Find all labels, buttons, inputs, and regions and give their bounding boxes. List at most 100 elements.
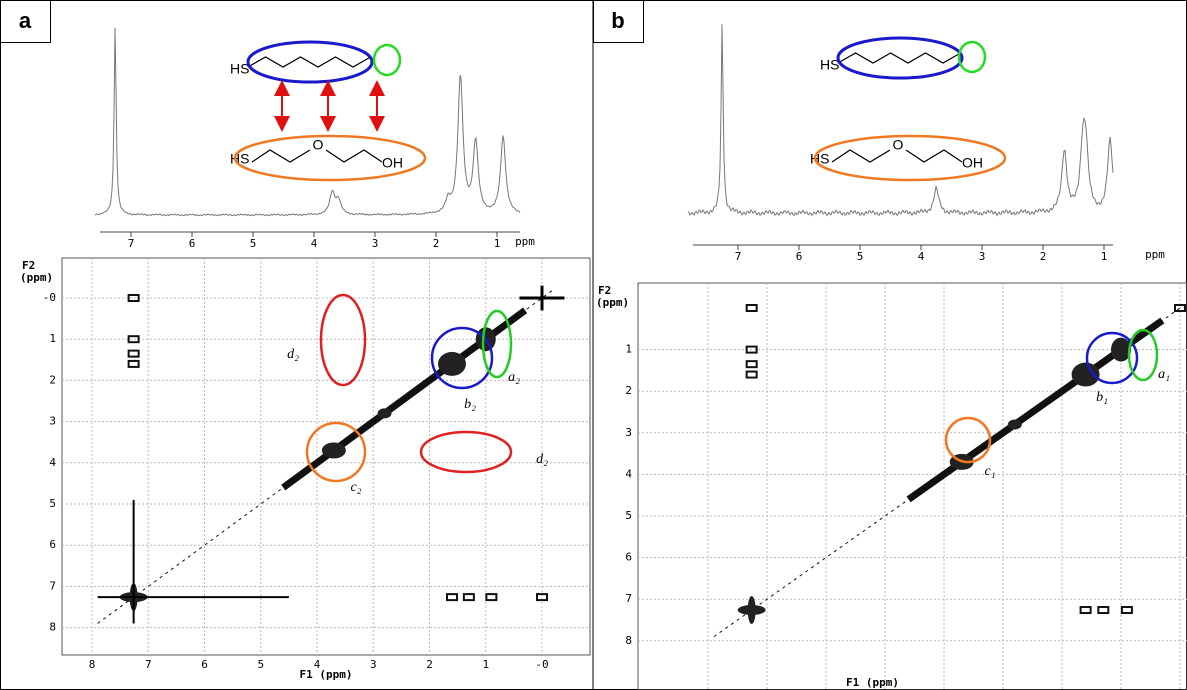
methyl-circle xyxy=(372,43,402,77)
f2-tick-label: 5 xyxy=(49,497,56,510)
annotation: b₁ xyxy=(1096,390,1108,405)
annotation: c₂ xyxy=(350,480,361,495)
highlight xyxy=(1127,328,1159,382)
spectrum-tick-label: 4 xyxy=(918,250,925,263)
chain-ellipse xyxy=(246,40,374,84)
f2-tick-label: 8 xyxy=(49,621,56,634)
spectrum-tick-label: 7 xyxy=(735,250,742,263)
f2-tick-label: 4 xyxy=(49,456,56,469)
f2-title: F2 xyxy=(598,284,611,297)
highlight xyxy=(944,416,992,464)
f2-tick-label: 4 xyxy=(625,467,632,480)
glycol-bonds xyxy=(251,149,383,163)
highlight xyxy=(419,430,513,474)
f2-tick-label: 8 xyxy=(625,634,632,647)
f2-tick-label: 3 xyxy=(625,426,632,439)
glycol-o: O xyxy=(893,137,904,153)
contour xyxy=(1120,606,1133,615)
spectrum-trace xyxy=(94,27,521,217)
annotation: a₁ xyxy=(1158,367,1170,382)
f2-tick-label: 1 xyxy=(625,343,632,356)
contour xyxy=(747,596,756,625)
annotation: b₂ xyxy=(464,397,476,412)
f1-tick-label: 1 xyxy=(482,658,489,671)
spectrum-unit: ppm xyxy=(515,235,535,248)
contour xyxy=(462,593,475,602)
spectrum-tick-label: 5 xyxy=(250,237,257,250)
f2-tick-label: 6 xyxy=(625,551,632,564)
f2-tick-label: 6 xyxy=(49,538,56,551)
glycol-oh: OH xyxy=(962,155,983,171)
label-box xyxy=(0,0,51,43)
contour xyxy=(1174,304,1186,312)
contour xyxy=(1071,362,1100,387)
spectrum-trace xyxy=(687,24,1114,217)
f2-tick-label: 1 xyxy=(49,332,56,345)
f2-tick-label: 7 xyxy=(49,579,56,592)
contour xyxy=(127,335,140,344)
spectrum-tick-label: 1 xyxy=(494,237,501,250)
f2-tick-label: 2 xyxy=(625,384,632,397)
f2-tick-label: 7 xyxy=(625,592,632,605)
annotation: a₂ xyxy=(508,370,520,385)
chain-hs: HS xyxy=(230,61,249,77)
spectrum-tick-label: 7 xyxy=(128,237,135,250)
f1-tick-label: 4 xyxy=(314,658,321,671)
panel-label: a xyxy=(19,8,32,33)
f2-tick-label: 3 xyxy=(49,415,56,428)
glycol-ellipse xyxy=(813,134,1007,182)
f1-title: F1 (ppm) xyxy=(300,668,353,681)
spectrum-tick-label: 5 xyxy=(857,250,864,263)
contour xyxy=(745,370,758,379)
f1-tick-label: 6 xyxy=(201,658,208,671)
contour xyxy=(127,349,140,358)
f1-tick-label: -0 xyxy=(535,658,548,671)
contour xyxy=(377,408,392,419)
glycol-bonds xyxy=(831,149,963,163)
contour xyxy=(485,593,498,602)
f1-tick-label: 8 xyxy=(89,658,96,671)
spectrum-tick-label: 6 xyxy=(796,250,803,263)
contour xyxy=(1097,606,1110,615)
spectrum-tick-label: 1 xyxy=(1101,250,1108,263)
glycol-ellipse xyxy=(233,134,427,182)
contour xyxy=(127,359,140,368)
chain-ellipse xyxy=(836,36,964,80)
spectrum-unit: ppm xyxy=(1145,248,1165,261)
f1-title: F1 (ppm) xyxy=(846,676,899,689)
plot-box xyxy=(61,257,591,656)
contour xyxy=(438,351,466,376)
contour xyxy=(1111,337,1131,362)
annotation: c₁ xyxy=(984,464,995,479)
f2-tick-label: 2 xyxy=(49,373,56,386)
f1-tick-label: 5 xyxy=(257,658,264,671)
contour xyxy=(745,360,758,369)
chain-hs: HS xyxy=(820,57,839,73)
f2-tick-label: 5 xyxy=(625,509,632,522)
spectrum-tick-label: 3 xyxy=(372,237,379,250)
contour xyxy=(1079,606,1092,615)
spectrum-tick-label: 4 xyxy=(311,237,318,250)
f1-tick-label: 2 xyxy=(426,658,433,671)
spectrum-tick-label: 2 xyxy=(1040,250,1047,263)
highlight xyxy=(430,326,494,390)
highlight xyxy=(1085,331,1139,385)
glycol-o: O xyxy=(313,137,324,153)
methyl-circle xyxy=(957,40,987,74)
highlight xyxy=(319,293,367,387)
f2-tick-label: -0 xyxy=(43,291,56,304)
plot-box xyxy=(637,282,1187,690)
f2-unit: (ppm) xyxy=(20,271,53,284)
label-box xyxy=(593,0,644,43)
contour xyxy=(1007,419,1022,430)
contour xyxy=(745,345,758,354)
spectrum-tick-label: 6 xyxy=(189,237,196,250)
highlight xyxy=(305,421,367,483)
f1-tick-label: 3 xyxy=(370,658,377,671)
contour xyxy=(536,593,548,602)
spectrum-tick-label: 3 xyxy=(979,250,986,263)
annotation: d₂ xyxy=(536,452,548,467)
contour xyxy=(446,593,458,602)
f2-unit: (ppm) xyxy=(596,296,629,309)
